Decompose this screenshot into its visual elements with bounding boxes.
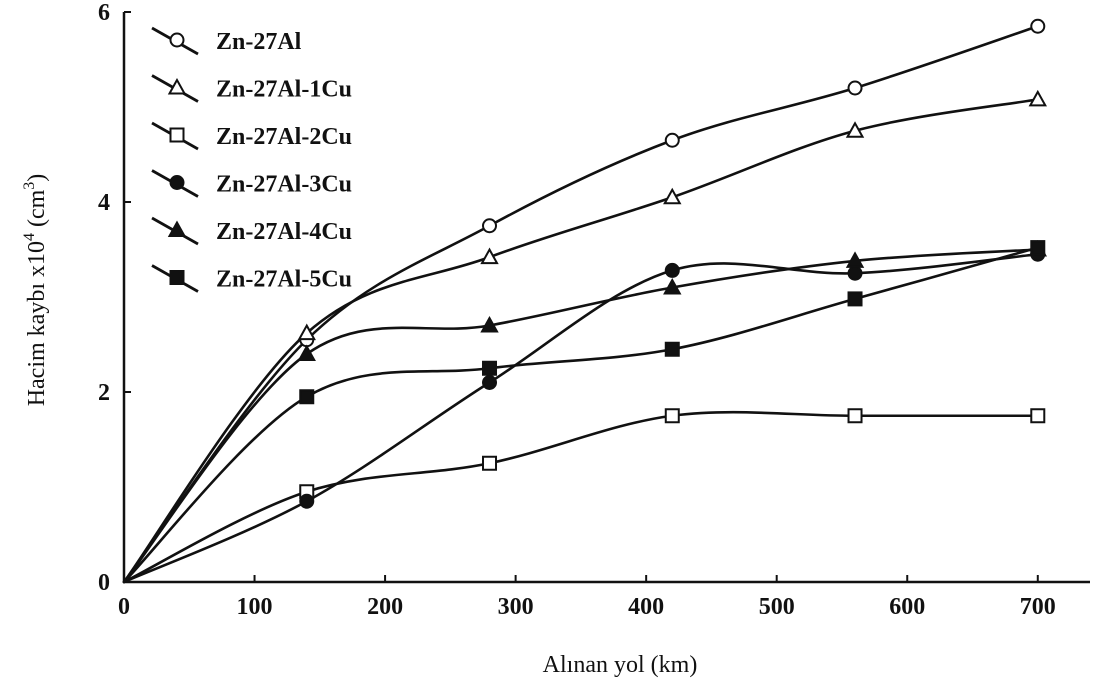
series-6-point <box>847 291 863 307</box>
series-5-point <box>663 277 682 295</box>
series-6-point <box>299 389 315 405</box>
series-line-5 <box>122 248 1040 584</box>
legend-marker <box>169 32 185 48</box>
legend-marker <box>167 220 187 237</box>
series-5-point <box>480 315 499 333</box>
x-tick-label: 300 <box>498 594 534 620</box>
y-axis-label: Hacim kaybı x104 (cm3) <box>21 174 50 407</box>
series-4-point <box>664 262 680 278</box>
y-axis-label-exponent: 4 <box>21 233 38 241</box>
series-line-4 <box>122 252 1040 584</box>
series-3-point <box>664 408 680 424</box>
series-1-point <box>482 218 498 234</box>
x-axis-label: Alınan yol (km) <box>543 652 698 678</box>
legend-entry: Zn-27Al-5Cu <box>151 264 352 293</box>
legend-marker <box>169 127 185 143</box>
x-tick-label: 200 <box>367 594 403 620</box>
x-tick-label: 700 <box>1020 594 1056 620</box>
series-2-point <box>845 121 865 138</box>
legend: Zn-27Al Zn-27Al-1Cu Zn-27Al-2Cu Zn-27Al-3Cu… <box>151 26 352 293</box>
series-1-point <box>664 132 680 148</box>
series-6-point <box>664 341 680 357</box>
x-ticks: 0 100 200 300 400 500 600 700 <box>118 575 1056 620</box>
y-tick-label: 2 <box>98 380 110 406</box>
series-4-point <box>847 265 863 281</box>
legend-label: Zn-27Al-1Cu <box>216 77 352 103</box>
series-1-point <box>1030 18 1046 34</box>
y-axis-label-unit: (cm <box>24 189 50 233</box>
series-5-point <box>297 344 316 361</box>
legend-entry: Zn-27Al-4Cu <box>151 216 352 246</box>
y-tick-label: 4 <box>98 190 110 216</box>
plot-area: 0 100 200 300 400 500 600 700 0 2 4 6 <box>98 0 1090 620</box>
y-tick-label: 6 <box>98 0 110 26</box>
x-tick-label: 600 <box>889 594 925 620</box>
series-2-point <box>663 187 682 205</box>
series-2-point <box>1028 89 1047 107</box>
legend-label: Zn-27Al-3Cu <box>216 172 352 198</box>
series-2-point <box>297 323 316 341</box>
legend-entry: Zn-27Al <box>151 26 302 56</box>
legend-label: Zn-27Al-5Cu <box>216 267 352 293</box>
y-ticks: 0 2 4 6 <box>98 0 131 596</box>
legend-marker <box>167 77 187 95</box>
series-3-point <box>1030 408 1046 424</box>
legend-entry: Zn-27Al-3Cu <box>151 169 352 198</box>
series-line-1 <box>122 24 1040 584</box>
series-1-point <box>847 80 863 96</box>
series-4-point <box>482 375 498 390</box>
series-line-6 <box>122 246 1040 584</box>
legend-label: Zn-27Al-4Cu <box>216 219 352 245</box>
x-tick-label: 100 <box>237 594 273 620</box>
series-line-3 <box>122 410 1040 584</box>
series-line-2 <box>122 98 1040 584</box>
series-3-point <box>482 455 498 471</box>
legend-label: Zn-27Al-2Cu <box>216 124 352 150</box>
series-curves <box>122 24 1040 584</box>
series-6-point <box>482 360 498 376</box>
legend-label: Zn-27Al <box>216 29 302 55</box>
series-3-point <box>847 408 863 424</box>
y-axis-label-main: Hacim kaybı x10 <box>24 241 50 406</box>
y-axis-label-unit-exponent: 3 <box>21 182 38 190</box>
legend-entry: Zn-27Al-1Cu <box>151 74 352 103</box>
y-axis-label-unit-close: ) <box>24 174 50 182</box>
legend-entry: Zn-27Al-2Cu <box>151 121 352 151</box>
legend-marker <box>169 175 185 190</box>
x-tick-label: 400 <box>628 594 664 620</box>
y-tick-label: 0 <box>98 570 110 596</box>
series-4-point <box>299 493 315 509</box>
series-2-point <box>480 247 499 265</box>
x-tick-label: 0 <box>118 594 130 620</box>
series-6-point <box>1030 240 1046 256</box>
series-markers <box>297 18 1047 509</box>
series-5-point <box>845 251 865 268</box>
x-tick-label: 500 <box>759 594 795 620</box>
legend-marker <box>169 270 185 285</box>
